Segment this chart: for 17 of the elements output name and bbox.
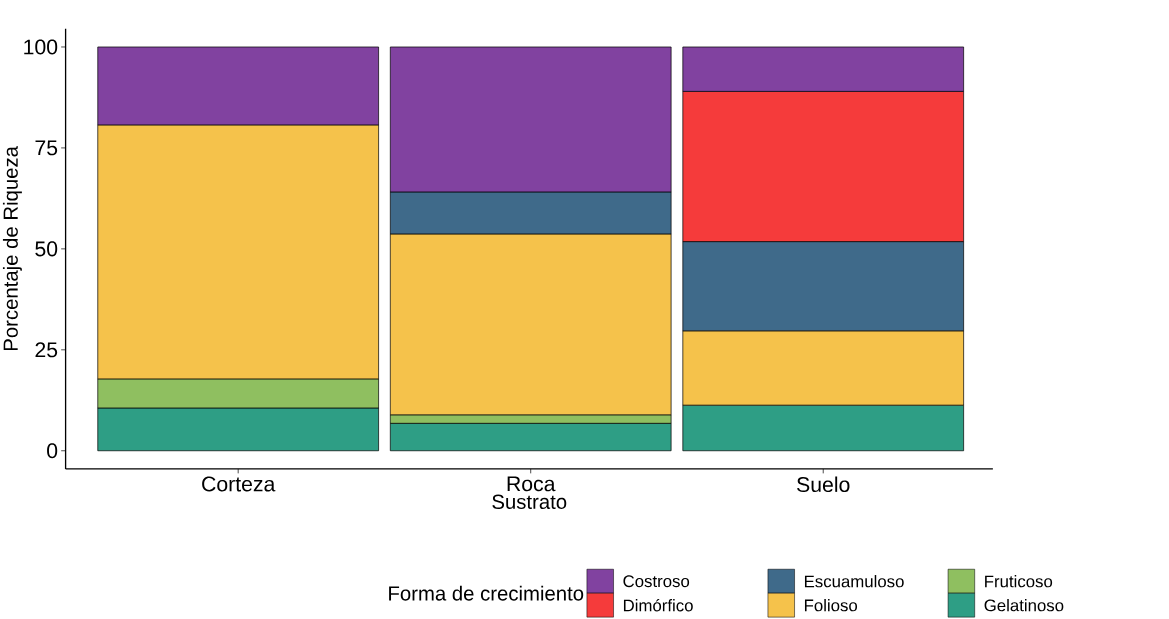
y-tick-label: 25 <box>35 342 58 358</box>
y-tick-label: 50 <box>35 241 58 257</box>
x-tick-label: Suelo <box>797 476 850 492</box>
x-tick-label: Corteza <box>202 476 276 492</box>
legend-label: Escuamuloso <box>804 574 904 588</box>
legend-title: Forma de crecimiento <box>389 585 584 601</box>
y-tick-label: 0 <box>47 443 58 459</box>
legend-label: Costroso <box>623 575 690 587</box>
legend-label: Folioso <box>804 598 858 612</box>
legend-label: Dimórfico <box>623 598 693 612</box>
legend-label: Fruticoso <box>985 574 1053 588</box>
y-axis-title: Porcentaje de Riqueza <box>2 145 22 350</box>
x-axis-title: Sustrato <box>492 494 567 509</box>
legend-label: Gelatinoso <box>984 598 1064 612</box>
x-tick-label: Roca <box>507 476 556 492</box>
y-tick-label: 100 <box>24 39 58 55</box>
y-tick-label: 75 <box>35 140 58 156</box>
